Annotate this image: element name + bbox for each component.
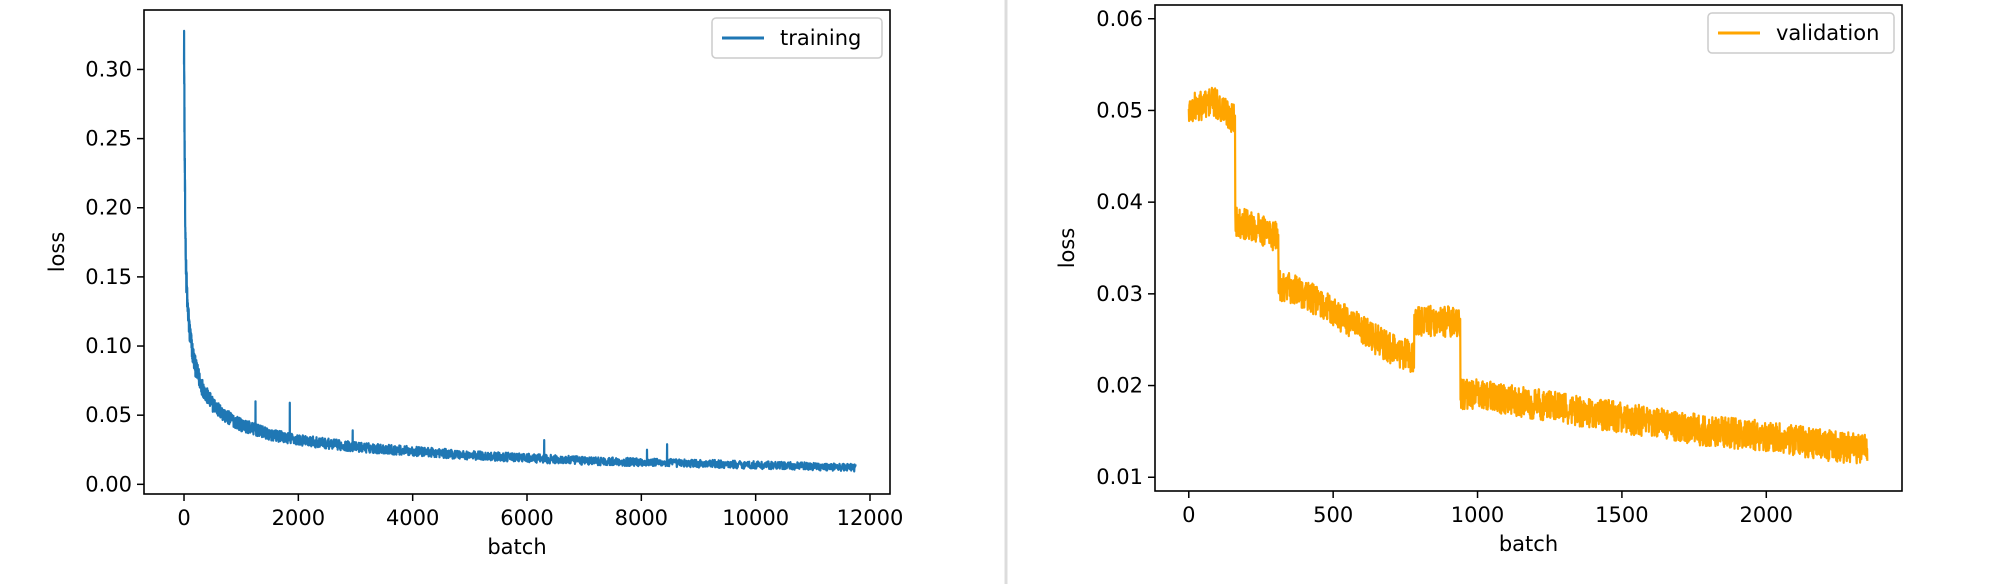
validation-loss-chart: 0 500 1000 1500 2000 0.01 0.02 0.03 0.04 0.05 0.06… [1055,4,1903,556]
axes-frame [1154,4,1903,492]
legend-box [711,17,883,59]
training-series-line [182,29,857,473]
x-tick-label: 1500 [1595,503,1648,527]
y-tick-label: 0.25 [85,127,132,151]
legend: validation [1707,12,1895,54]
x-tick-label: 500 [1313,503,1353,527]
x-tick-label: 2000 [272,506,325,530]
x-tick-label: 4000 [386,506,439,530]
x-tick-label: 0 [177,506,190,530]
validation-series-line [1187,86,1869,465]
x-tick-label: 1000 [1451,503,1504,527]
y-tick-label: 0.10 [85,334,132,358]
y-tick-label: 0.01 [1096,465,1143,489]
y-tick-label: 0.06 [1096,7,1143,31]
legend-label: validation [1776,21,1879,45]
y-tick-label: 0.05 [85,403,132,427]
axes-frame [143,9,891,495]
legend: training [711,17,883,59]
y-axis-label: loss [45,232,69,273]
legend-label: training [780,26,861,50]
y-axis-label: loss [1055,228,1079,269]
y-tick-label: 0.30 [85,57,132,81]
training-loss-chart: 0 2000 4000 6000 8000 10000 12000 0.00 0.05 0.10 0… [45,9,904,559]
y-tick-label: 0.15 [85,265,132,289]
y-tick-label: 0.03 [1096,282,1143,306]
y-tick-label: 0.04 [1096,190,1143,214]
y-tick-label: 0.05 [1096,98,1143,122]
x-axis-label: batch [487,535,546,559]
x-tick-label: 12000 [837,506,904,530]
y-tick-label: 0.20 [85,196,132,220]
x-axis-label: batch [1499,532,1558,556]
legend-box [1707,12,1895,54]
x-tick-label: 6000 [500,506,553,530]
x-tick-label: 0 [1182,503,1195,527]
y-tick-label: 0.00 [85,472,132,496]
x-tick-label: 8000 [615,506,668,530]
x-tick-label: 2000 [1740,503,1793,527]
x-tick-label: 10000 [722,506,789,530]
y-tick-label: 0.02 [1096,374,1143,398]
